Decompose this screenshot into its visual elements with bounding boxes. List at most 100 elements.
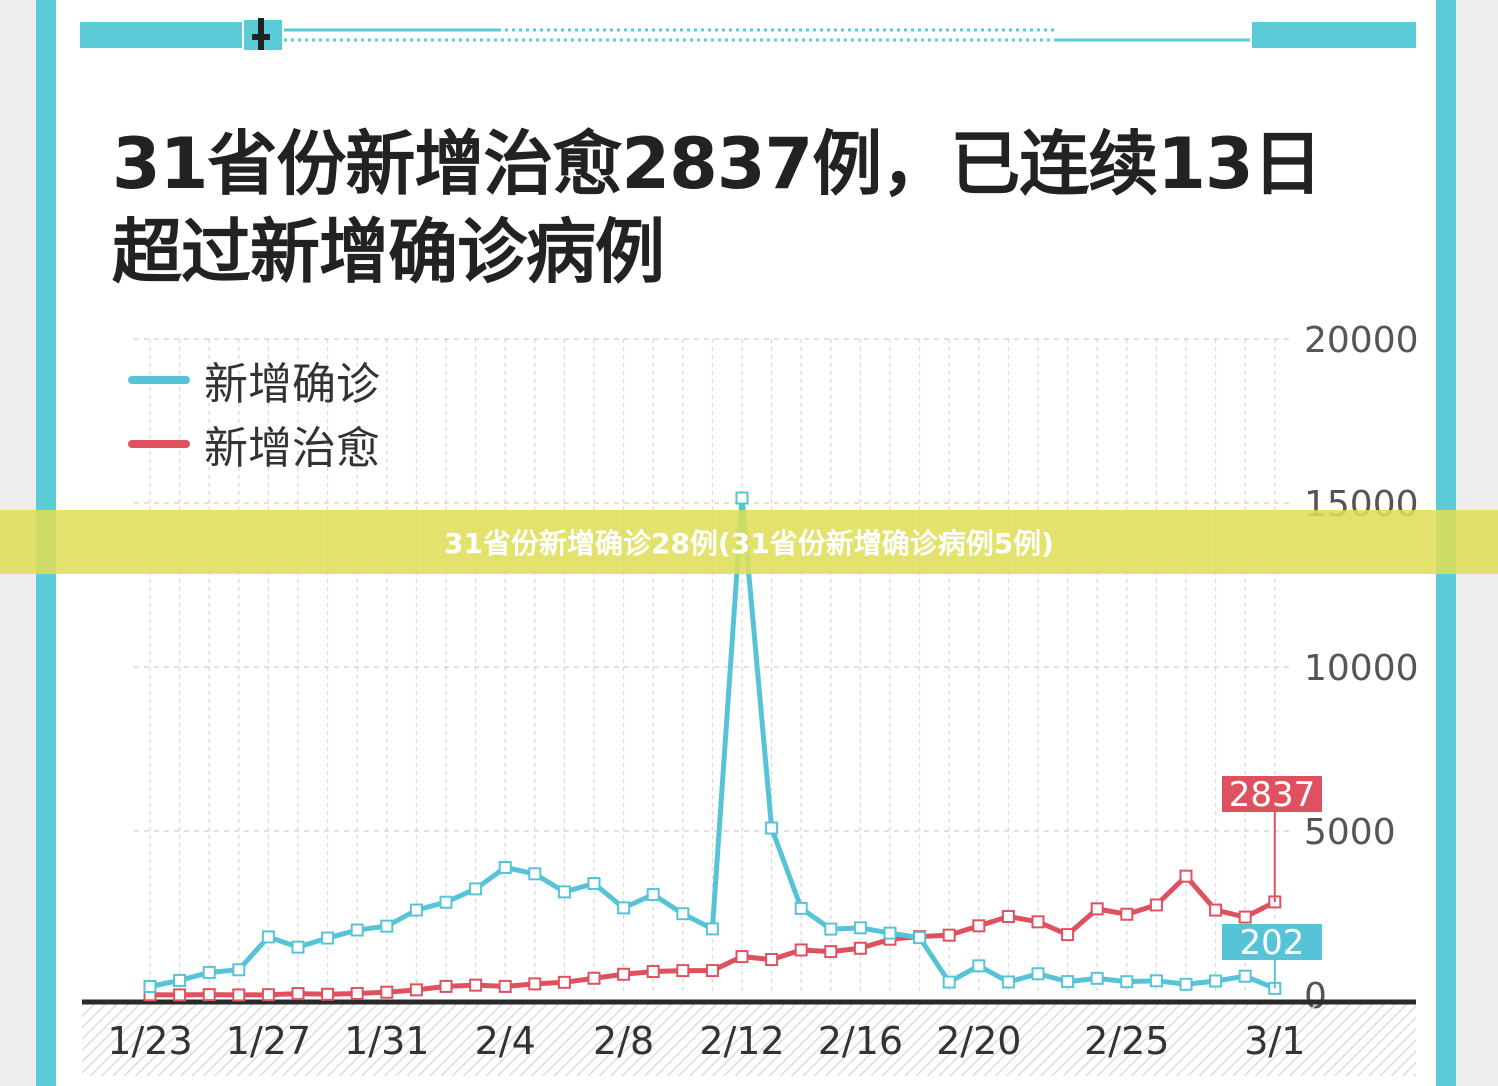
data-point-confirmed [1120, 975, 1134, 989]
data-point-cured [587, 971, 601, 985]
x-tick-label: 2/20 [936, 1019, 1021, 1063]
legend-swatch-cured [128, 440, 190, 448]
data-point-confirmed [676, 907, 690, 921]
data-point-confirmed [942, 975, 956, 989]
y-tick-label: 5000 [1304, 812, 1396, 853]
data-point-confirmed [557, 885, 571, 899]
data-point-cured [1209, 903, 1223, 917]
data-point-confirmed [291, 940, 305, 954]
data-point-confirmed [735, 491, 749, 505]
y-tick-label: 20000 [1304, 320, 1419, 361]
x-tick-label: 1/27 [226, 1019, 311, 1063]
data-point-cured [557, 975, 571, 989]
data-point-cured [291, 987, 305, 1001]
data-point-confirmed [202, 965, 216, 979]
data-point-cured [942, 928, 956, 942]
data-point-cured [350, 986, 364, 1000]
legend-label-confirmed: 新增确诊 [204, 359, 380, 410]
data-point-confirmed [765, 821, 779, 835]
data-point-cured [1090, 902, 1104, 916]
chart-title: 31省份新增治愈2837例，已连续13日超过新增确诊病例 [112, 123, 1323, 293]
x-tick-label: 3/1 [1244, 1019, 1305, 1063]
data-point-confirmed [1149, 974, 1163, 988]
data-point-confirmed [617, 901, 631, 915]
x-tick-label: 2/4 [475, 1019, 536, 1063]
data-point-confirmed [1179, 977, 1193, 991]
data-point-cured [498, 979, 512, 993]
x-tick-label: 2/16 [818, 1019, 903, 1063]
data-point-confirmed [321, 931, 335, 945]
data-point-cured [1238, 910, 1252, 924]
data-point-cured [646, 965, 660, 979]
data-point-confirmed [1001, 975, 1015, 989]
top-decorative-bar [80, 18, 1416, 50]
overlay-banner: 31省份新增确诊28例(31省份新增确诊病例5例) [0, 510, 1498, 574]
data-point-confirmed [528, 867, 542, 881]
callout-label-cured: 2837 [1229, 775, 1316, 815]
data-point-confirmed [972, 959, 986, 973]
legend-item-confirmed: 新增确诊 [128, 348, 380, 412]
data-point-cured [972, 919, 986, 933]
data-point-cured [321, 987, 335, 1001]
data-point-cured [409, 983, 423, 997]
data-point-cured [469, 978, 483, 992]
x-tick-label: 1/23 [107, 1019, 192, 1063]
data-point-confirmed [173, 973, 187, 987]
y-tick-label: 10000 [1304, 648, 1419, 689]
data-point-confirmed [824, 922, 838, 936]
x-tick-label: 2/25 [1084, 1019, 1169, 1063]
callout-box-confirmed [1222, 924, 1322, 960]
data-point-confirmed [1209, 974, 1223, 988]
data-point-cured [261, 988, 275, 1002]
overlay-banner-text: 31省份新增确诊28例(31省份新增确诊病例5例) [444, 527, 1054, 560]
data-point-confirmed [794, 901, 808, 915]
data-point-confirmed [1238, 969, 1252, 983]
data-point-cured [1149, 898, 1163, 912]
data-point-confirmed [1090, 971, 1104, 985]
data-point-cured [1179, 869, 1193, 883]
legend-swatch-confirmed [128, 376, 190, 384]
data-point-confirmed [883, 926, 897, 940]
callout-box-cured [1222, 776, 1322, 812]
data-point-cured [439, 979, 453, 993]
data-point-confirmed [1061, 975, 1075, 989]
data-point-cured [1001, 910, 1015, 924]
legend-label-cured: 新增治愈 [204, 423, 380, 474]
data-point-cured [676, 964, 690, 978]
data-point-confirmed [705, 922, 719, 936]
data-point-cured [528, 977, 542, 991]
x-axis-band [82, 1004, 1416, 1076]
data-point-cured [617, 967, 631, 981]
data-point-cured [173, 988, 187, 1002]
data-point-confirmed [143, 980, 157, 994]
data-point-confirmed [587, 877, 601, 891]
data-point-confirmed [469, 882, 483, 896]
data-point-confirmed [913, 931, 927, 945]
data-point-cured [765, 953, 779, 967]
data-point-confirmed [853, 921, 867, 935]
chart-legend: 新增确诊 新增治愈 [128, 348, 380, 476]
x-tick-label: 1/31 [344, 1019, 429, 1063]
data-point-confirmed [498, 861, 512, 875]
data-point-cured [380, 985, 394, 999]
data-point-confirmed [350, 923, 364, 937]
data-point-confirmed [439, 895, 453, 909]
data-point-confirmed [232, 963, 246, 977]
legend-item-cured: 新增治愈 [128, 412, 380, 476]
callout-label-confirmed: 202 [1240, 923, 1305, 963]
data-point-confirmed [409, 903, 423, 917]
data-point-confirmed [646, 888, 660, 902]
data-point-cured [1031, 915, 1045, 929]
data-point-confirmed [380, 919, 394, 933]
data-point-cured [853, 941, 867, 955]
data-point-cured [232, 988, 246, 1002]
data-point-cured [1120, 907, 1134, 921]
data-point-cured [735, 950, 749, 964]
data-point-confirmed [1031, 967, 1045, 981]
x-tick-label: 2/8 [593, 1019, 654, 1063]
x-tick-label: 2/12 [699, 1019, 784, 1063]
data-point-cured [705, 964, 719, 978]
data-point-cured [202, 988, 216, 1002]
data-point-cured [794, 943, 808, 957]
